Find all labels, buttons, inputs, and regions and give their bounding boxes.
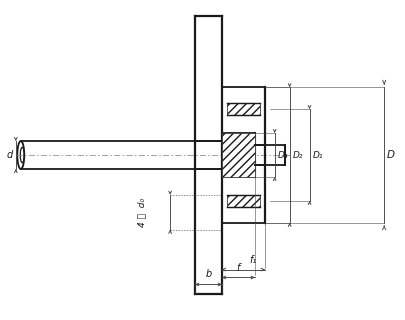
Text: D₂: D₂: [292, 150, 303, 160]
Bar: [222, 133, 255, 177]
Bar: [227, 195, 260, 207]
Text: D₄: D₄: [278, 150, 288, 160]
Text: D₁: D₁: [313, 150, 323, 160]
Text: d: d: [7, 150, 13, 160]
Text: D: D: [387, 150, 395, 160]
Text: f: f: [237, 262, 240, 273]
Text: 4 孔  d₀: 4 孔 d₀: [138, 198, 147, 227]
Bar: [227, 103, 260, 115]
Text: f₁: f₁: [249, 254, 257, 265]
Text: b: b: [205, 269, 211, 279]
